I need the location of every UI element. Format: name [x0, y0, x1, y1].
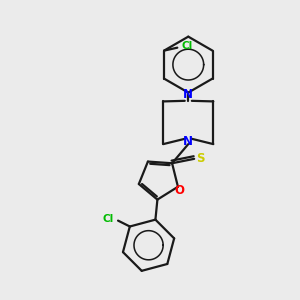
Text: N: N — [183, 135, 193, 148]
Text: Cl: Cl — [182, 41, 193, 51]
Text: S: S — [196, 152, 205, 165]
Text: N: N — [183, 88, 193, 101]
Text: Cl: Cl — [102, 214, 114, 224]
Text: O: O — [174, 184, 184, 197]
